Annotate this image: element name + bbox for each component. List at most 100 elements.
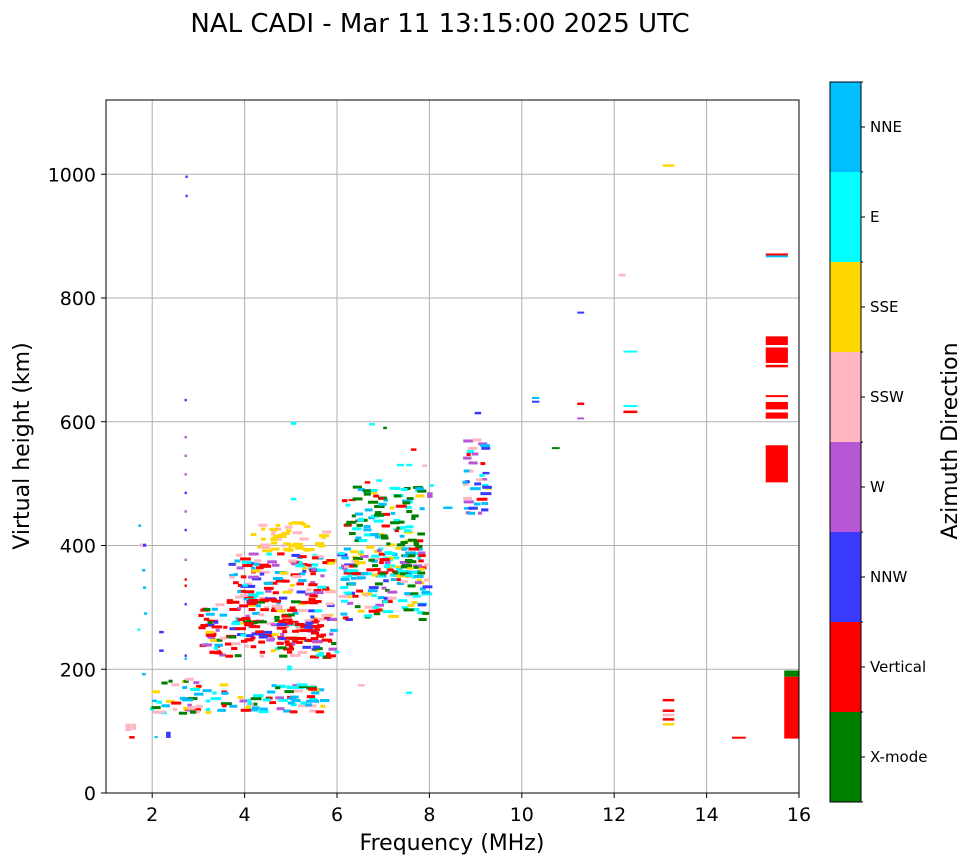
- echo-mark-vertical: [295, 640, 303, 644]
- echo-mark-x-mode: [274, 686, 281, 690]
- echo-mark-vertical: [250, 625, 261, 629]
- echo-mark-sse: [261, 527, 266, 531]
- echo-mark-x-mode: [374, 582, 383, 586]
- echo-mark-w: [237, 606, 242, 610]
- echo-mark-e: [341, 599, 348, 603]
- echo-mark-nnw: [305, 621, 314, 625]
- echo-mark-nne: [266, 690, 276, 694]
- echo-mark-e: [300, 701, 307, 705]
- axes: 2 4 6 8 10 12 14 16 0 200 400 600 800 1000: [48, 99, 811, 826]
- echo-mark-e: [346, 569, 357, 573]
- echo-mark-vertical: [314, 628, 320, 632]
- echo-mark-nnw: [291, 553, 301, 557]
- echo-mark-sse: [205, 711, 212, 715]
- echo-mark-e: [309, 698, 318, 702]
- echo-mark-x-mode: [363, 492, 371, 496]
- echo-mark-w: [271, 563, 280, 567]
- echo-mark-nne: [259, 707, 268, 711]
- echo-mark-sse: [277, 533, 284, 537]
- echo-mark-ssw: [271, 529, 277, 533]
- echo-mark-e: [398, 570, 409, 574]
- echo-mark-e: [247, 702, 252, 706]
- echo-mark-x-mode: [402, 501, 411, 505]
- echo-mark-nne: [292, 611, 299, 615]
- echo-mark-nne: [377, 596, 383, 600]
- echo-mark-ssw: [219, 636, 227, 640]
- echo-mark-vertical: [282, 630, 288, 634]
- echo-mark-w: [310, 581, 316, 585]
- echo-mark-sse: [209, 638, 217, 642]
- echo-mark-x-mode: [385, 588, 390, 592]
- echo-mark-vertical: [184, 584, 187, 587]
- echo-mark-vertical: [237, 583, 242, 587]
- echo-mark-e: [397, 463, 404, 467]
- echo-mark-vertical: [221, 704, 227, 708]
- echo-mark-e: [262, 698, 271, 702]
- echo-mark-nne: [355, 512, 364, 516]
- echo-mark-vertical: [240, 575, 247, 579]
- echo-mark-sse: [313, 649, 320, 652]
- echo-mark-e: [343, 591, 352, 595]
- echo-mark-x-mode: [393, 571, 399, 575]
- echo-mark-sse: [248, 603, 258, 607]
- echo-mark-nnw: [185, 194, 188, 198]
- echo-mark-e: [287, 665, 292, 671]
- echo-mark-w: [275, 696, 285, 700]
- plot-frame: [105, 99, 800, 794]
- echo-mark-vertical: [314, 618, 321, 622]
- echo-mark-nne: [214, 643, 223, 647]
- echo-mark-vertical: [190, 708, 201, 712]
- echo-mark-e: [373, 519, 384, 523]
- echo-mark-w: [427, 492, 433, 498]
- echo-mark-w: [239, 699, 247, 703]
- echo-mark-w: [248, 575, 259, 579]
- echo-mark-x-mode: [400, 540, 408, 544]
- echo-mark-ssw: [139, 543, 143, 547]
- colorbar-segment-ssw: [830, 352, 861, 442]
- echo-mark-ssw: [618, 273, 626, 277]
- echo-mark-x-mode: [411, 516, 416, 520]
- x-axis-label: Frequency (MHz): [360, 831, 545, 856]
- echo-mark-vertical: [244, 590, 255, 594]
- echo-mark-ssw: [304, 619, 315, 623]
- echo-mark-e: [413, 608, 420, 612]
- echo-mark-vertical: [307, 563, 312, 567]
- echo-mark-e: [482, 483, 489, 487]
- echo-mark-vertical: [311, 620, 319, 624]
- echo-mark-e: [417, 556, 422, 560]
- echo-mark-e: [345, 503, 351, 507]
- echo-mark-e: [397, 599, 408, 603]
- echo-mark-x-mode: [418, 617, 427, 621]
- echo-mark-nne: [273, 576, 283, 580]
- echo-mark-nne: [142, 586, 147, 589]
- echo-mark-vertical: [324, 586, 329, 590]
- echo-mark-nnw: [482, 471, 490, 475]
- x-tick-label: 14: [695, 804, 719, 826]
- echo-mark-e: [388, 564, 396, 568]
- echo-mark-nne: [531, 397, 540, 399]
- echo-mark-x-mode: [346, 520, 357, 524]
- echo-mark-nne: [316, 688, 325, 692]
- echo-mark-nnw: [531, 400, 540, 403]
- colorbar-label: Vertical: [870, 658, 926, 676]
- echo-mark-nnw: [312, 645, 321, 649]
- echo-mark-nne: [142, 672, 146, 676]
- echo-mark-x-mode: [399, 572, 409, 576]
- echo-mark-nnw: [417, 603, 427, 607]
- echo-mark-x-mode: [362, 489, 371, 493]
- echo-mark-w: [266, 638, 275, 642]
- echo-mark-nne: [299, 572, 306, 576]
- echo-mark-ssw: [284, 525, 293, 529]
- echo-mark-x-mode: [352, 485, 362, 489]
- echo-mark-nnw: [184, 491, 187, 495]
- echo-mark-nne: [473, 502, 481, 506]
- echo-mark-nne: [363, 525, 371, 529]
- echo-mark-nne: [194, 692, 204, 696]
- echo-mark-vertical: [298, 555, 307, 559]
- echo-mark-vertical: [225, 654, 234, 658]
- echo-mark-w: [341, 564, 346, 568]
- echo-mark-sse: [275, 609, 286, 613]
- echo-mark-nnw: [481, 508, 489, 512]
- echo-mark-sse: [282, 590, 293, 594]
- echo-mark-sse: [416, 578, 422, 582]
